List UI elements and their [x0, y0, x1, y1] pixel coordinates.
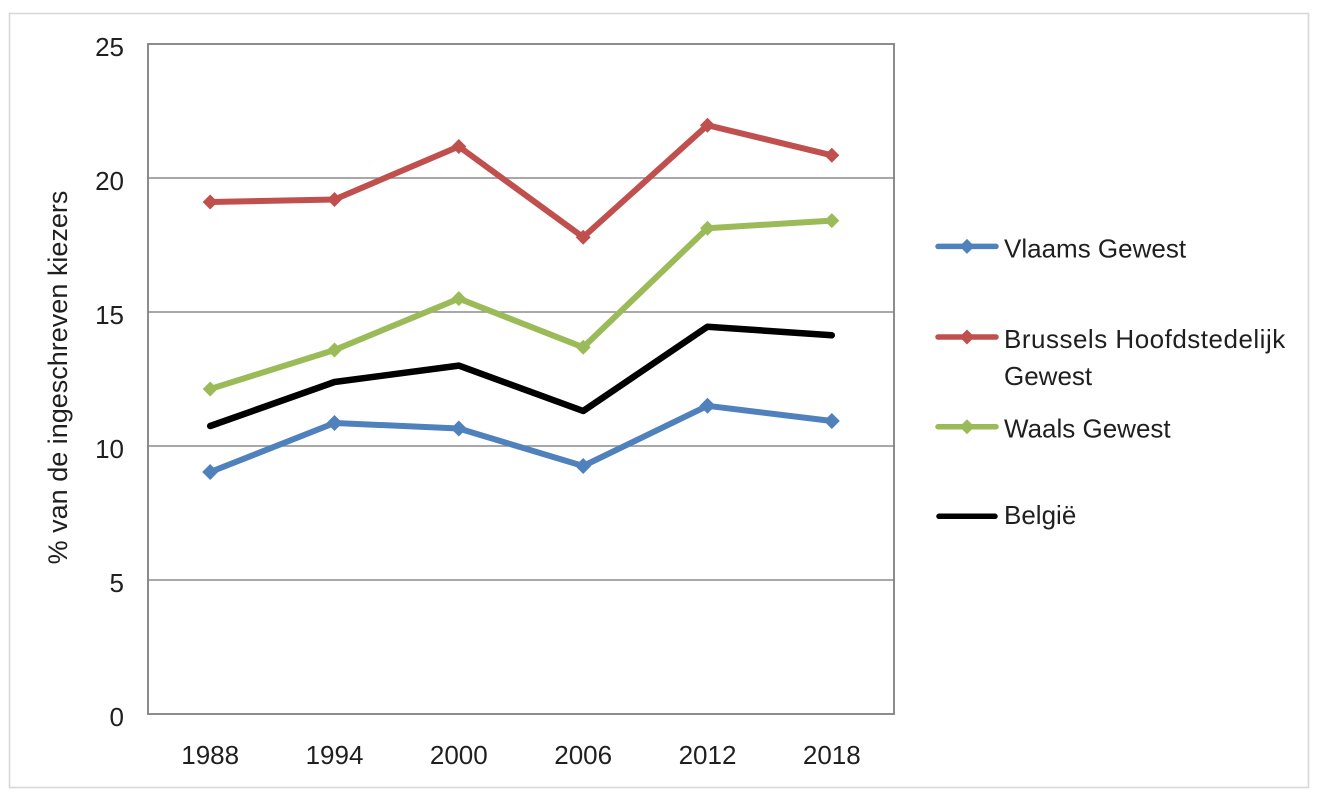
- svg-text:Vlaams Gewest: Vlaams Gewest: [1004, 234, 1187, 264]
- svg-text:2000: 2000: [430, 740, 488, 770]
- svg-text:2012: 2012: [679, 740, 737, 770]
- svg-text:Waals Gewest: Waals Gewest: [1004, 413, 1171, 443]
- svg-text:% van de ingeschreven kiezers: % van de ingeschreven kiezers: [43, 191, 73, 565]
- svg-text:1994: 1994: [306, 740, 364, 770]
- svg-text:25: 25: [95, 32, 124, 62]
- svg-text:2018: 2018: [803, 740, 861, 770]
- svg-text:5: 5: [110, 568, 124, 598]
- svg-text:1988: 1988: [181, 740, 239, 770]
- svg-text:10: 10: [95, 434, 124, 464]
- svg-text:20: 20: [95, 166, 124, 196]
- svg-text:2006: 2006: [554, 740, 612, 770]
- svg-text:Gewest: Gewest: [1004, 361, 1093, 391]
- svg-text:15: 15: [95, 300, 124, 330]
- svg-text:Brussels Hoofdstedelijk: Brussels Hoofdstedelijk: [1004, 324, 1286, 354]
- svg-text:België: België: [1004, 500, 1076, 530]
- svg-text:0: 0: [110, 702, 124, 732]
